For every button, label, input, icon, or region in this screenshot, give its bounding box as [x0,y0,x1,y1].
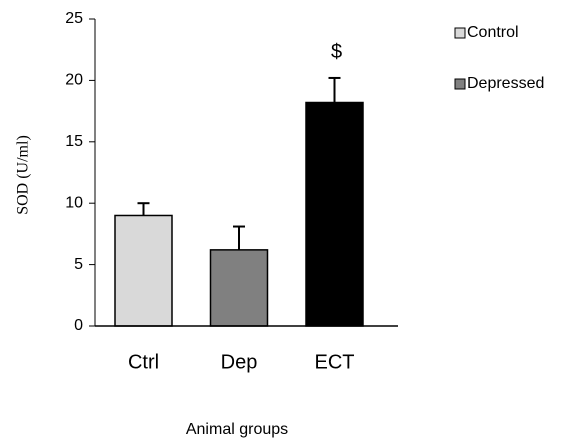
x-axis-label: Animal groups [186,421,288,438]
legend-swatch [454,78,466,90]
annotation: $ [331,41,342,63]
y-tick-label: 15 [65,133,83,150]
y-tick-label: 25 [65,10,83,27]
bar [114,214,173,327]
legend-swatch [454,27,466,39]
bar [209,249,269,327]
x-tick-label: Ctrl [128,351,159,373]
legend-label: Depressed [467,75,544,92]
y-tick-label: 10 [65,194,83,211]
legend-label: Control [467,24,519,41]
y-tick-label: 20 [65,72,83,89]
bar [305,101,364,327]
y-tick-label: 5 [74,256,83,273]
x-tick-label: ECT [315,351,355,373]
y-axis-label: SOD (U/ml) [15,135,32,215]
x-tick-label: Dep [221,351,258,373]
y-tick-label: 0 [74,317,83,334]
